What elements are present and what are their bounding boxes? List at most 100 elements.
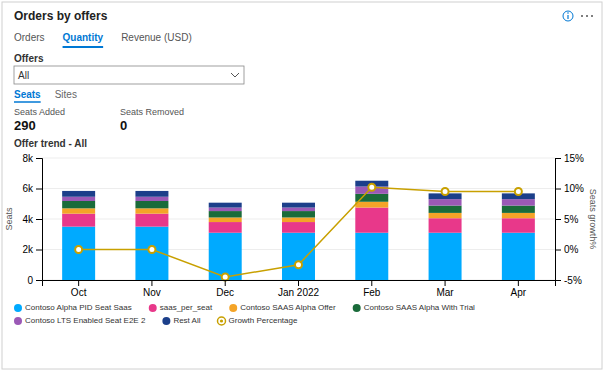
bar-segment xyxy=(209,217,242,222)
tab[interactable]: Revenue (USD) xyxy=(121,32,192,43)
offers-dropdown[interactable]: All xyxy=(14,66,244,84)
more-menu-dot[interactable] xyxy=(586,15,588,17)
growth-marker xyxy=(148,246,155,253)
legend-item[interactable]: Growth Percentage xyxy=(218,316,298,325)
legend-swatch-dot[interactable] xyxy=(220,319,223,322)
bar-segment xyxy=(355,202,388,208)
legend-label[interactable]: Growth Percentage xyxy=(229,316,298,325)
y-axis: 02k4k6k8k xyxy=(22,153,42,286)
info-icon-ring[interactable] xyxy=(563,11,573,21)
y2-tick-label: 0% xyxy=(564,244,579,255)
info-icon[interactable] xyxy=(563,11,573,21)
legend-label[interactable]: Contoso LTS Enabled Seat E2E 2 xyxy=(25,316,146,325)
x-tick: Dec xyxy=(216,280,234,298)
legend-item[interactable]: Contoso SAAS Alpha With Trial xyxy=(353,303,475,312)
growth-marker xyxy=(442,188,449,195)
y2-tick-mark xyxy=(555,280,561,281)
growth-marker xyxy=(222,273,229,280)
bar-segment xyxy=(355,208,388,233)
kpi-value: 0 xyxy=(120,118,127,133)
y-tick-label: 8k xyxy=(22,153,34,164)
y2-tick-label: 5% xyxy=(564,214,579,225)
bar-segment xyxy=(502,218,535,232)
more-menu-dot[interactable] xyxy=(581,15,583,17)
subtab-underline xyxy=(14,101,41,103)
tab[interactable]: Quantity xyxy=(63,32,104,43)
legend-item[interactable]: saas_per_seat xyxy=(149,303,213,312)
dropdown-box[interactable] xyxy=(14,66,244,84)
card-border xyxy=(2,2,602,369)
bar-segment xyxy=(62,201,95,208)
y2-axis: -5%0%5%10%15% xyxy=(555,153,584,286)
x-tick-label: Jan 2022 xyxy=(278,287,320,298)
bar-segment xyxy=(135,197,168,201)
bar-segment xyxy=(135,214,168,227)
y-tick-mark xyxy=(36,158,42,159)
legend-label[interactable]: Contoso SAAS Alpha Offer xyxy=(240,303,336,312)
legend-label[interactable]: Contoso SAAS Alpha With Trial xyxy=(364,303,475,312)
bar-segment xyxy=(429,206,462,213)
legend-swatch[interactable] xyxy=(14,317,22,325)
legend-item[interactable]: Contoso LTS Enabled Seat E2E 2 xyxy=(14,316,146,325)
legend-swatch[interactable] xyxy=(149,304,157,312)
y2-tick-mark xyxy=(555,189,561,190)
x-tick: Mar xyxy=(436,280,454,298)
legend-swatch[interactable] xyxy=(218,317,226,325)
x-tick-mark xyxy=(225,280,226,286)
legend-label[interactable]: Rest All xyxy=(173,316,200,325)
x-tick-mark xyxy=(151,280,152,286)
bar-segment xyxy=(282,211,315,217)
x-axis: OctNovDecJan 2022FebMarApr xyxy=(43,280,556,298)
y-tick-mark xyxy=(36,280,42,281)
y2-tick: 10% xyxy=(555,183,584,194)
y-axis-line xyxy=(36,159,43,281)
grid-line xyxy=(42,158,555,159)
dropdown-value[interactable]: All xyxy=(18,70,29,81)
y-tick-label: 6k xyxy=(22,183,34,194)
y-tick-label: 2k xyxy=(22,244,34,255)
subtab[interactable]: Sites xyxy=(55,89,77,100)
x-tick-label: Nov xyxy=(143,287,161,298)
bar-segment xyxy=(355,194,388,202)
legend-swatch[interactable] xyxy=(353,304,361,312)
y-tick-mark xyxy=(36,250,42,251)
bar-segment xyxy=(429,218,462,232)
kpi-value: 290 xyxy=(14,118,36,133)
bar-series xyxy=(62,181,535,208)
more-menu[interactable] xyxy=(581,15,593,17)
growth-marker xyxy=(75,246,82,253)
legend-item[interactable]: Contoso Alpha PID Seat Saas xyxy=(14,303,132,312)
bar-series xyxy=(62,202,535,222)
chart-root: Orders by offersOrdersQuantityRevenue (U… xyxy=(0,0,604,371)
y-tick: 4k xyxy=(22,214,42,225)
y-tick: 8k xyxy=(22,153,42,164)
x-tick: Nov xyxy=(143,280,161,298)
legend-swatch[interactable] xyxy=(229,304,237,312)
legend-swatch[interactable] xyxy=(162,317,170,325)
legend-item[interactable]: Rest All xyxy=(162,316,200,325)
y2-axis-line xyxy=(556,159,562,281)
bar-segment xyxy=(502,233,535,280)
subtab[interactable]: Seats xyxy=(14,89,41,100)
x-tick-mark xyxy=(298,280,299,286)
bar-segment xyxy=(282,233,315,280)
legend-swatch[interactable] xyxy=(14,304,22,312)
info-icon-stem[interactable] xyxy=(567,15,568,19)
legend-label[interactable]: Contoso Alpha PID Seat Saas xyxy=(25,303,132,312)
y2-tick-mark xyxy=(555,250,561,251)
bar-segment xyxy=(355,233,388,280)
info-icon-dot[interactable] xyxy=(567,12,569,14)
tab[interactable]: Orders xyxy=(14,32,45,43)
bar-segment xyxy=(209,208,242,212)
x-tick-mark xyxy=(78,280,79,286)
x-tick: Feb xyxy=(363,280,381,298)
bar-segment xyxy=(282,222,315,233)
x-tick-mark xyxy=(445,280,446,286)
growth-marker xyxy=(295,261,302,268)
more-menu-dot[interactable] xyxy=(591,15,593,17)
chart-svg: Orders by offersOrdersQuantityRevenue (U… xyxy=(0,0,604,371)
legend-label[interactable]: saas_per_seat xyxy=(160,303,213,312)
legend-item[interactable]: Contoso SAAS Alpha Offer xyxy=(229,303,336,312)
x-axis-line xyxy=(43,281,556,287)
dropdown-chevron[interactable] xyxy=(231,73,239,77)
